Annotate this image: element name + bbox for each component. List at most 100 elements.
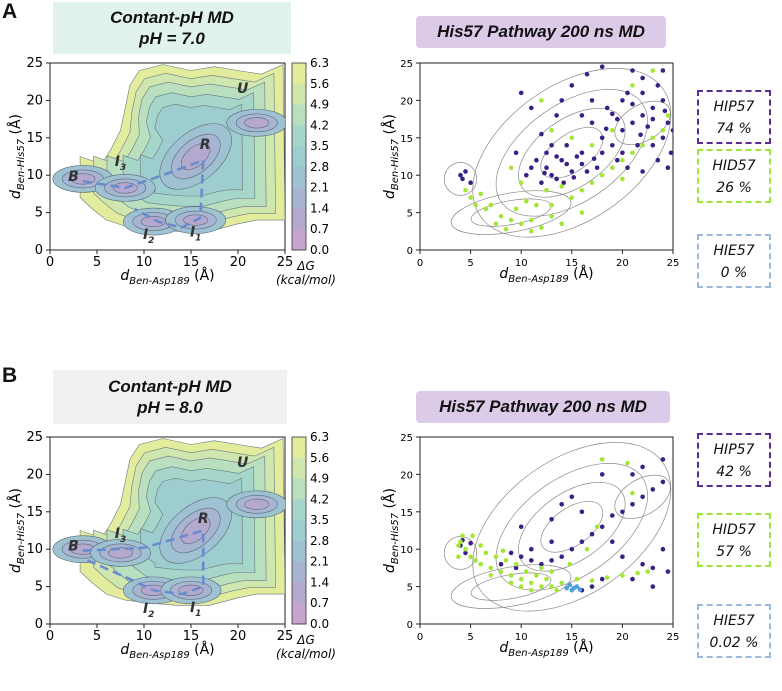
scatter-b-point-hip57 bbox=[569, 494, 575, 500]
scatter-b-point-hid57 bbox=[478, 561, 484, 567]
heat-a-colorbar-tick-label: 2.8 bbox=[310, 160, 329, 174]
heat-b-colorbar-frame bbox=[291, 436, 307, 625]
scatter-b-point-hid57 bbox=[529, 588, 534, 593]
scatter-a-point-hip57 bbox=[668, 150, 673, 156]
heat-b-state-label-i3: I3 bbox=[115, 526, 126, 545]
scatter-a-point-hip57 bbox=[635, 143, 640, 148]
scatter-b-point-hid57 bbox=[559, 580, 564, 586]
scatter-a-x-tick-label: 25 bbox=[667, 258, 680, 269]
scatter-b-point-hid57 bbox=[599, 457, 605, 462]
panel-b-hid57-box: HID57 57 % bbox=[697, 513, 771, 567]
scatter-b-point-hid57 bbox=[594, 524, 600, 530]
heat-a-colorbar-tick-label: 1.4 bbox=[310, 201, 329, 215]
scatter-b-x-tick-label: 10 bbox=[515, 632, 528, 643]
scatter-b-point-hid57 bbox=[625, 460, 630, 466]
scatter-a-point-hip57 bbox=[650, 143, 656, 148]
scatter-a-point-hip57 bbox=[559, 157, 564, 163]
panel-a-hip57-label: HIP57 bbox=[713, 99, 755, 115]
scatter-a-point-hid57 bbox=[589, 180, 595, 185]
heat-a-x-axis-label: dBen-Asp189 (Å) bbox=[120, 267, 214, 287]
heat-b-colorbar-tick-label: 3.5 bbox=[310, 513, 329, 527]
scatter-a-point-hip57 bbox=[554, 154, 559, 159]
scatter-a-y-tick-label: 10 bbox=[400, 171, 413, 182]
scatter-a-point-hip57 bbox=[579, 161, 585, 167]
scatter-b-point-hid57 bbox=[473, 558, 479, 563]
scatter-b-point-hip57 bbox=[559, 502, 564, 507]
heat-a-y-tick-label: 20 bbox=[26, 93, 43, 108]
scatter-b-point-hid57 bbox=[503, 558, 509, 563]
scatter-b-point-hip57 bbox=[665, 569, 671, 574]
scatter-b-point-hie57 bbox=[577, 587, 583, 592]
heat-b-colorbar-tick-label: 0.7 bbox=[310, 596, 329, 610]
scatter-b-y-tick-label: 20 bbox=[400, 470, 413, 481]
heat-a-x-tick-label: 0 bbox=[46, 255, 54, 270]
scatter-a-point-hip57 bbox=[460, 176, 465, 182]
heat-b-energy-basin bbox=[244, 498, 270, 510]
scatter-b-point-hid57 bbox=[635, 570, 640, 576]
scatter-b-point-hip57 bbox=[579, 509, 585, 515]
scatter-a-point-hid57 bbox=[513, 206, 519, 212]
scatter-b-point-hip57 bbox=[599, 524, 605, 530]
scatter-a-point-hip57 bbox=[660, 68, 666, 73]
scatter-a-point-hip57 bbox=[534, 157, 539, 163]
scatter-b-plot-frame bbox=[419, 436, 674, 625]
panel-b-hip57-label: HIP57 bbox=[713, 442, 755, 458]
scatter-a-point-hip57 bbox=[625, 165, 630, 170]
scatter-a-point-hid57 bbox=[630, 150, 635, 156]
heat-b-x-tick-label: 10 bbox=[136, 629, 153, 644]
heat-a-colorbar-tick-label: 2.1 bbox=[310, 181, 329, 195]
scatter-a-point-hip57 bbox=[468, 180, 473, 185]
scatter-b-y-tick-label: 25 bbox=[400, 433, 413, 444]
scatter-a-point-hip57 bbox=[640, 75, 645, 81]
scatter-a-y-axis-label: dBen-His57 (Å) bbox=[381, 114, 401, 199]
panel-b-left-title-line1: Contant-pH MD bbox=[108, 377, 232, 396]
heat-b-colorbar-segment bbox=[292, 603, 306, 625]
scatter-b-point-hip57 bbox=[650, 584, 656, 589]
scatter-a-point-hid57 bbox=[539, 98, 544, 103]
heat-b-energy-surface bbox=[52, 438, 285, 606]
scatter-a-plot-frame bbox=[419, 62, 674, 251]
scatter-b-point-hid57 bbox=[589, 578, 595, 583]
panel-letter-b: B bbox=[2, 364, 18, 387]
scatter-a-point-hid57 bbox=[524, 199, 529, 204]
scatter-b-x-tick-label: 15 bbox=[565, 632, 578, 643]
scatter-a-point-hip57 bbox=[615, 157, 620, 163]
scatter-a-point-hip57 bbox=[625, 90, 630, 96]
scatter-a-point-hip57 bbox=[665, 120, 671, 126]
scatter-a-point-hid57 bbox=[665, 113, 671, 118]
scatter-a-contour-line bbox=[518, 107, 626, 198]
scatter-a-point-hip57 bbox=[529, 165, 534, 170]
scatter-b-point-hip57 bbox=[579, 539, 585, 544]
scatter-a-point-hid57 bbox=[473, 202, 479, 208]
scatter-a-point-hid57 bbox=[463, 187, 468, 193]
heat-b-y-tick-label: 15 bbox=[26, 505, 43, 520]
heat-a-colorbar-segment bbox=[292, 63, 306, 85]
heat-b-colorbar-segment bbox=[292, 478, 306, 500]
heat-b-x-tick-label: 15 bbox=[183, 629, 200, 644]
scatter-a-point-hip57 bbox=[630, 101, 635, 107]
heat-b-colorbar-segment bbox=[292, 540, 306, 563]
scatter-b-point-hip57 bbox=[650, 487, 656, 492]
scatter-b-point-hid57 bbox=[468, 554, 473, 559]
heat-b-colorbar-segment bbox=[292, 437, 306, 459]
heat-b-colorbar-tick-label: 1.4 bbox=[310, 575, 329, 589]
scatter-a-point-hip57 bbox=[640, 113, 645, 118]
scatter-a-point-hid57 bbox=[640, 143, 645, 148]
scatter-a-point-hip57 bbox=[569, 169, 575, 174]
heat-b-colorbar-segment bbox=[292, 457, 306, 480]
scatter-b-point-hip57 bbox=[630, 576, 635, 582]
scatter-b-point-hip57 bbox=[650, 565, 656, 571]
scatter-b-x-tick-label: 5 bbox=[467, 632, 473, 643]
scatter-a-point-hid57 bbox=[579, 187, 585, 193]
scatter-b-point-hid57 bbox=[584, 546, 590, 552]
heat-b-x-tick-label: 0 bbox=[46, 629, 54, 644]
scatter-a-y-tick-label: 20 bbox=[400, 96, 413, 107]
scatter-b-point-hid57 bbox=[456, 554, 461, 559]
scatter-b-point-hid57 bbox=[483, 550, 489, 556]
heat-a-colorbar-tick-label: 3.5 bbox=[310, 139, 329, 153]
scatter-b-contour-line bbox=[450, 564, 572, 609]
panel-a-left-title-line1: Contant-pH MD bbox=[110, 8, 234, 27]
scatter-b-point-hip57 bbox=[589, 584, 595, 589]
scatter-a-point-hip57 bbox=[604, 105, 610, 111]
